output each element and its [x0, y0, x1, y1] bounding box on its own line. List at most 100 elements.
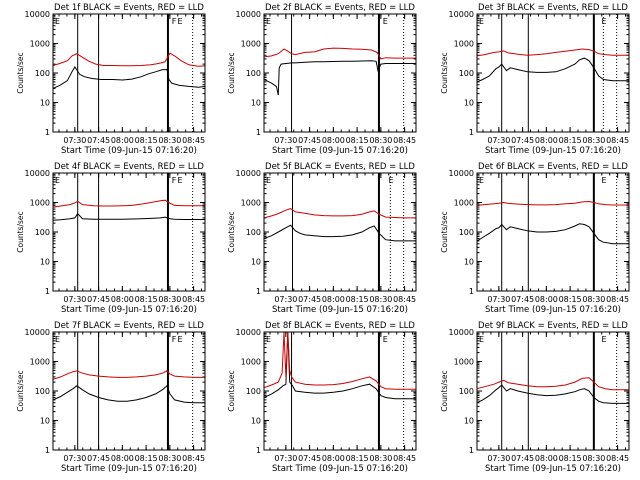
plot-frame [52, 172, 206, 292]
panel-title: Det 1f BLACK = Events, RED = LLD [54, 3, 204, 13]
events-series-line [477, 223, 629, 245]
x-tick-label: 07:30 [63, 136, 86, 145]
flag-label: E [178, 176, 183, 185]
y-tick-label: 10000 [236, 10, 261, 19]
flag-label: E [602, 335, 607, 344]
flag-label: E [266, 176, 271, 185]
panel-det-5: Det 5f BLACK = Events, RED = LLD Start Ti… [227, 162, 417, 315]
flag-label: F [172, 335, 177, 344]
x-tick-label: 07:30 [487, 136, 510, 145]
y-tick-label: 10000 [25, 328, 50, 337]
flag-label: E [55, 335, 60, 344]
y-tick-label: 10 [251, 99, 261, 108]
flag-label: E [55, 17, 60, 26]
x-tick-label: 08:45 [606, 454, 629, 463]
y-axis-label: Counts/sec [227, 370, 236, 411]
x-tick-label: 08:15 [135, 136, 158, 145]
y-tick-label: 1000 [241, 40, 261, 49]
y-tick-label: 10000 [236, 169, 261, 178]
y-tick-label: 10000 [25, 10, 50, 19]
x-tick-label: 07:45 [298, 295, 321, 304]
y-tick-label: 10000 [449, 328, 474, 337]
x-tick-label: 08:30 [582, 454, 605, 463]
y-tick-label: 1000 [241, 358, 261, 367]
panel-title: Det 6f BLACK = Events, RED = LLD [478, 162, 628, 172]
x-tick-label: 08:45 [606, 136, 629, 145]
x-tick-label: 08:15 [559, 295, 582, 304]
x-tick-label: 07:45 [87, 295, 110, 304]
y-tick-label: 10 [251, 417, 261, 426]
lld-series-line [477, 200, 629, 206]
x-tick-label: 08:15 [135, 454, 158, 463]
x-tick-label: 07:30 [274, 454, 297, 463]
x-tick-label: 07:45 [511, 136, 534, 145]
y-tick-label: 1 [256, 446, 261, 455]
y-tick-label: 1 [469, 287, 474, 296]
panel-det-1: Det 1f BLACK = Events, RED = LLD Start Ti… [16, 3, 206, 156]
panel-det-2: Det 2f BLACK = Events, RED = LLD Start Ti… [227, 3, 417, 156]
x-tick-label: 08:00 [111, 454, 134, 463]
x-tick-label: 08:15 [346, 454, 369, 463]
events-series-line [264, 60, 416, 96]
panel-title: Det 7f BLACK = Events, RED = LLD [54, 321, 204, 331]
y-tick-label: 10000 [449, 10, 474, 19]
events-series-line [53, 66, 205, 89]
y-tick-label: 10 [40, 417, 50, 426]
flag-label: E [266, 335, 271, 344]
flag-label: F [172, 176, 177, 185]
events-series-line [264, 224, 416, 242]
flag-label: E [602, 176, 607, 185]
x-tick-label: 08:30 [369, 295, 392, 304]
x-axis-label: Start Time (09-Jun-15 07:16:20) [61, 305, 197, 315]
x-axis-label: Start Time (09-Jun-15 07:16:20) [485, 146, 621, 156]
y-axis-label: Counts/sec [16, 52, 25, 93]
events-series-line [264, 332, 416, 400]
panel-det-4: Det 4f BLACK = Events, RED = LLD Start Ti… [16, 162, 206, 315]
x-axis-label: Start Time (09-Jun-15 07:16:20) [272, 305, 408, 315]
plot-frame [263, 172, 417, 292]
x-tick-label: 08:00 [322, 295, 345, 304]
lld-series-line [53, 52, 205, 67]
x-tick-label: 07:30 [63, 454, 86, 463]
x-tick-label: 07:30 [274, 295, 297, 304]
y-axis-label: Counts/sec [440, 52, 449, 93]
lld-series-line [53, 199, 205, 208]
flag-label: E [383, 17, 388, 26]
events-series-line [53, 212, 205, 221]
x-tick-label: 08:00 [322, 136, 345, 145]
y-tick-label: 10000 [449, 169, 474, 178]
x-tick-label: 08:00 [111, 295, 134, 304]
y-tick-label: 100 [246, 228, 261, 237]
x-tick-label: 08:00 [322, 454, 345, 463]
events-series-line [477, 384, 629, 404]
y-tick-label: 1000 [454, 40, 474, 49]
x-tick-label: 08:00 [111, 136, 134, 145]
y-tick-label: 1000 [30, 199, 50, 208]
y-tick-label: 1 [256, 128, 261, 137]
x-tick-label: 08:45 [182, 136, 205, 145]
y-axis-label: Counts/sec [440, 370, 449, 411]
x-tick-label: 07:30 [487, 295, 510, 304]
y-tick-label: 100 [459, 228, 474, 237]
x-tick-label: 08:30 [158, 454, 181, 463]
x-tick-label: 08:30 [582, 136, 605, 145]
panel-title: Det 4f BLACK = Events, RED = LLD [54, 162, 204, 172]
x-tick-label: 08:15 [346, 136, 369, 145]
x-tick-label: 07:45 [298, 136, 321, 145]
y-tick-label: 1 [469, 446, 474, 455]
x-axis-label: Start Time (09-Jun-15 07:16:20) [272, 464, 408, 474]
x-tick-label: 08:30 [369, 136, 392, 145]
y-tick-label: 100 [35, 387, 50, 396]
x-tick-label: 07:45 [87, 136, 110, 145]
plot-frame [476, 172, 630, 292]
y-tick-label: 1000 [30, 358, 50, 367]
x-tick-label: 07:45 [298, 454, 321, 463]
x-tick-label: 08:15 [559, 454, 582, 463]
lld-series-line [264, 208, 416, 219]
y-tick-label: 10 [464, 417, 474, 426]
flag-label: E [479, 17, 484, 26]
plot-frame [263, 331, 417, 451]
x-tick-label: 08:30 [158, 295, 181, 304]
lld-series-line [477, 377, 629, 391]
